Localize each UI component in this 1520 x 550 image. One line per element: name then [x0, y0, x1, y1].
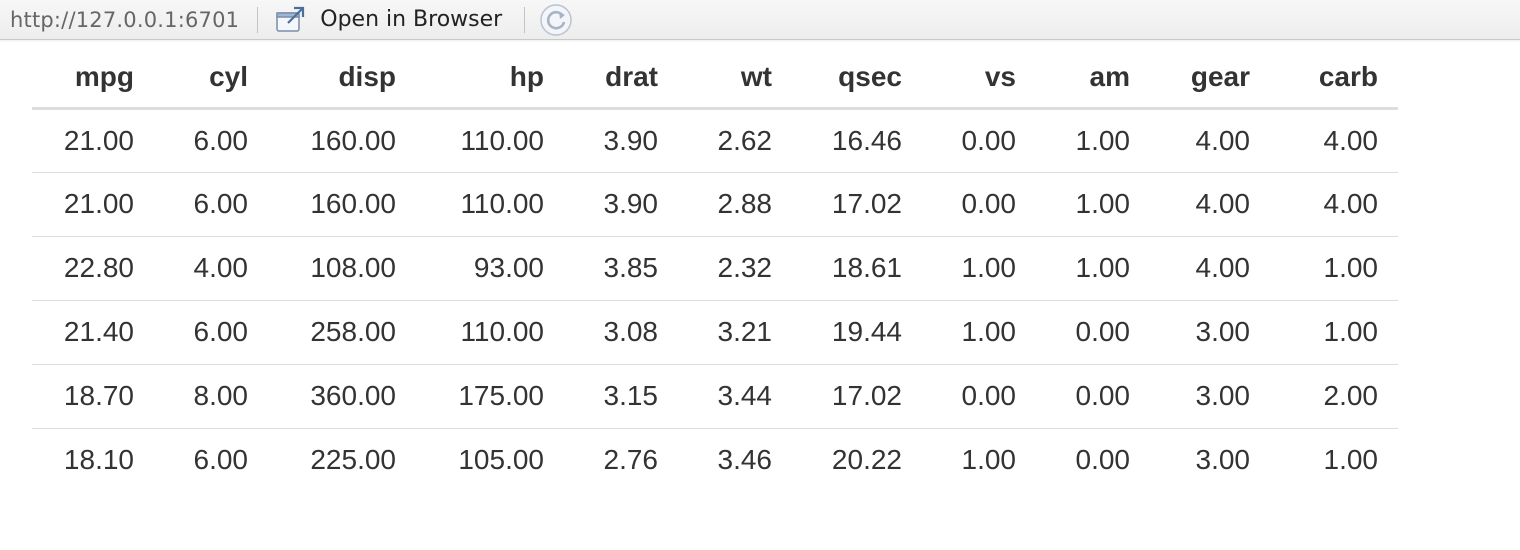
table-cell: 110.00: [416, 171, 564, 236]
data-table-container: mpg cyl disp hp drat wt qsec vs am gear …: [32, 48, 1398, 492]
column-header-am[interactable]: am: [1036, 48, 1150, 110]
table-cell: 16.46: [831, 124, 902, 156]
column-header-cyl[interactable]: cyl: [154, 48, 268, 110]
data-table: mpg cyl disp hp drat wt qsec vs am gear …: [32, 48, 1398, 492]
open-in-browser-button[interactable]: Open in Browser: [274, 5, 502, 35]
viewer-toolbar: http://127.0.0.1:6701 Open in Browser: [0, 0, 1520, 40]
table-cell: 21.00: [32, 171, 154, 236]
table-header-row: mpg cyl disp hp drat wt qsec vs am gear …: [32, 48, 1398, 110]
table-cell: 1.00: [1036, 171, 1150, 236]
table-cell: 1.00: [1036, 235, 1150, 300]
table-cell: 175.00: [416, 363, 564, 428]
table-cell: 2.00: [1270, 363, 1398, 428]
table-cell: 1.00: [1270, 235, 1398, 300]
table-cell: 17.02: [792, 363, 922, 428]
table-cell: 4.00: [1270, 171, 1398, 236]
table-cell: 2.76: [564, 427, 678, 492]
toolbar-divider: [257, 6, 259, 33]
table-row: 21.00 6.00 160.00 110.00 3.90 2.88 17.02…: [32, 171, 1398, 236]
column-header-gear[interactable]: gear: [1150, 48, 1270, 110]
table-cell: 1.00: [922, 299, 1036, 364]
column-header-vs[interactable]: vs: [922, 48, 1036, 110]
table-cell: 0.00: [1036, 299, 1150, 364]
external-window-icon: [274, 5, 308, 35]
table-row: 22.80 4.00 108.00 93.00 3.85 2.32 18.61 …: [32, 235, 1398, 300]
table-cell: 3.90: [564, 171, 678, 236]
table-cell: 0.00: [922, 171, 1036, 236]
table-cell: 110.00: [460, 124, 544, 156]
table-row: 21.00 6.00 160.00 110.00 3.90 2.62 16.46…: [32, 108, 1398, 172]
table-cell: 6.00: [154, 171, 268, 236]
table-cell: 93.00: [416, 235, 564, 300]
refresh-icon[interactable]: [539, 3, 573, 37]
table-cell: 1.00: [1270, 427, 1398, 492]
table-cell: 21.00: [63, 124, 134, 156]
toolbar-divider: [524, 6, 526, 33]
column-header-hp[interactable]: hp: [416, 48, 564, 110]
table-cell: 20.22: [792, 427, 922, 492]
table-row: 21.40 6.00 258.00 110.00 3.08 3.21 19.44…: [32, 299, 1398, 364]
table-cell: 8.00: [154, 363, 268, 428]
table-row: 18.70 8.00 360.00 175.00 3.15 3.44 17.02…: [32, 363, 1398, 428]
table-cell: 258.00: [268, 299, 416, 364]
column-header-mpg[interactable]: mpg: [32, 48, 154, 110]
table-cell: 108.00: [268, 235, 416, 300]
table-row: 18.10 6.00 225.00 105.00 2.76 3.46 20.22…: [32, 427, 1398, 492]
table-cell: 4.00: [1150, 235, 1270, 300]
table-cell: 3.00: [1150, 299, 1270, 364]
table-cell: 4.00: [1195, 124, 1251, 156]
table-cell: 3.21: [678, 299, 792, 364]
table-cell: 2.62: [717, 124, 773, 156]
table-cell: 4.00: [1323, 124, 1379, 156]
column-header-wt[interactable]: wt: [678, 48, 792, 110]
table-cell: 3.85: [564, 235, 678, 300]
table-cell: 6.00: [154, 299, 268, 364]
table-cell: 0.00: [1036, 363, 1150, 428]
table-cell: 3.00: [1150, 427, 1270, 492]
table-cell: 2.88: [678, 171, 792, 236]
table-cell: 4.00: [154, 235, 268, 300]
table-cell: 1.00: [922, 427, 1036, 492]
table-cell: 1.00: [1270, 299, 1398, 364]
table-cell: 18.61: [792, 235, 922, 300]
table-cell: 0.00: [961, 124, 1017, 156]
table-cell: 0.00: [922, 363, 1036, 428]
table-cell: 1.00: [1075, 124, 1131, 156]
table-cell: 18.70: [32, 363, 154, 428]
table-cell: 105.00: [416, 427, 564, 492]
table-cell: 160.00: [268, 171, 416, 236]
table-cell: 110.00: [416, 299, 564, 364]
table-cell: 360.00: [268, 363, 416, 428]
table-cell: 2.32: [678, 235, 792, 300]
table-cell: 3.44: [678, 363, 792, 428]
url-label: http://127.0.0.1:6701: [10, 7, 240, 32]
table-cell: 0.00: [1036, 427, 1150, 492]
column-header-qsec[interactable]: qsec: [792, 48, 922, 110]
table-cell: 3.00: [1150, 363, 1270, 428]
table-cell: 18.10: [32, 427, 154, 492]
table-cell: 6.00: [154, 427, 268, 492]
table-cell: 225.00: [268, 427, 416, 492]
table-cell: 17.02: [792, 171, 922, 236]
table-cell: 22.80: [32, 235, 154, 300]
column-header-drat[interactable]: drat: [564, 48, 678, 110]
column-header-disp[interactable]: disp: [268, 48, 416, 110]
open-in-browser-label: Open in Browser: [320, 7, 503, 32]
table-cell: 3.46: [678, 427, 792, 492]
table-cell: 3.08: [564, 299, 678, 364]
column-header-carb[interactable]: carb: [1270, 48, 1398, 110]
table-cell: 1.00: [922, 235, 1036, 300]
table-cell: 4.00: [1150, 171, 1270, 236]
table-cell: 21.40: [32, 299, 154, 364]
table-cell: 6.00: [193, 124, 249, 156]
table-cell: 3.15: [564, 363, 678, 428]
table-cell: 160.00: [310, 124, 396, 156]
table-cell: 19.44: [792, 299, 922, 364]
table-cell: 3.90: [603, 124, 659, 156]
